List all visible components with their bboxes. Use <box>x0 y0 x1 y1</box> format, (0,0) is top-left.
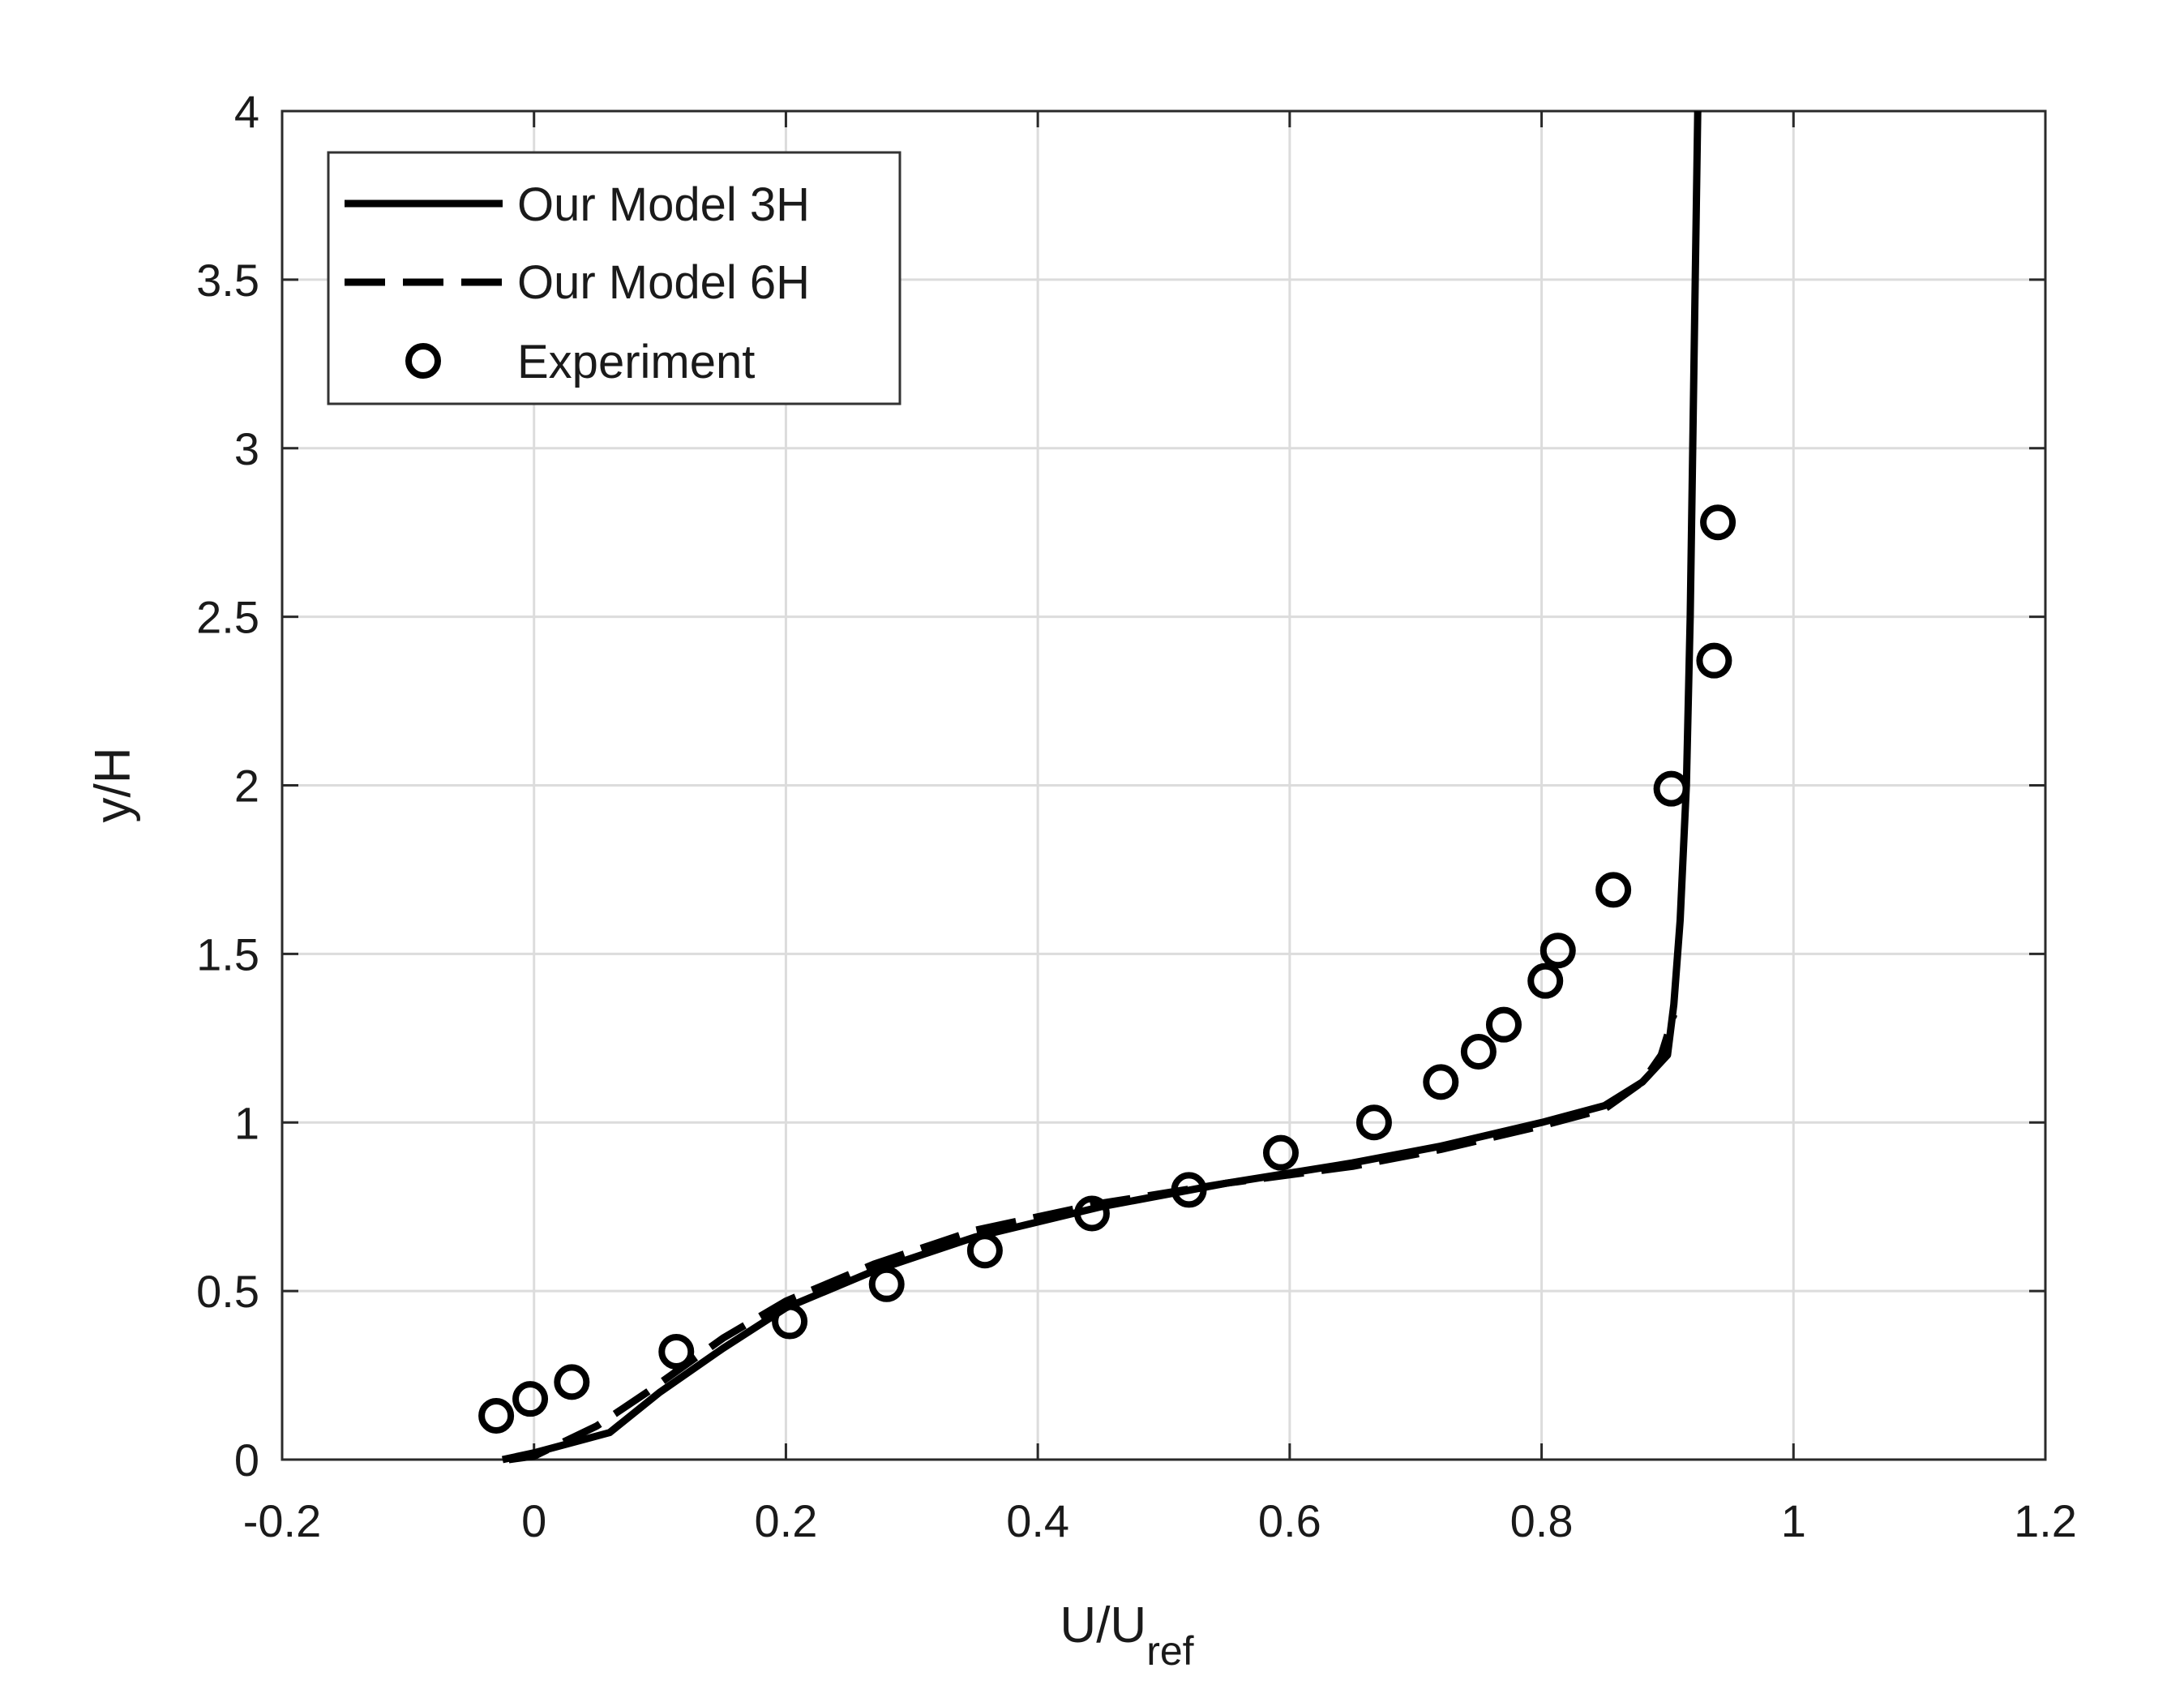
data-point <box>658 1333 695 1370</box>
y-tick-label: 3 <box>234 423 259 474</box>
data-point <box>1527 963 1564 999</box>
x-axis-label-subscript: ref <box>1146 1628 1193 1674</box>
y-tick-label: 1.5 <box>196 928 259 980</box>
x-tick-label: -0.2 <box>243 1495 322 1546</box>
legend: Our Model 3H Our Model 6H Experiment <box>327 151 901 405</box>
ticks: -0.2 0 0.2 0.4 0.6 0.8 1 1.2 0 0.5 1 1.5 2 2.5 3 3.5 4 <box>196 86 2077 1546</box>
x-tick-label: 0.4 <box>1006 1495 1069 1546</box>
data-point <box>1595 872 1632 908</box>
legend-label-model-3h: Our Model 3H <box>517 178 810 231</box>
data-point <box>1700 504 1736 541</box>
data-point <box>1485 1006 1522 1043</box>
data-point <box>868 1266 905 1302</box>
x-tick-label: 1 <box>1781 1495 1806 1546</box>
x-tick-label: 0 <box>521 1495 546 1546</box>
x-axis-label: U/Uref <box>1060 1597 1193 1674</box>
y-tick-label: 2 <box>234 761 259 812</box>
data-point <box>772 1303 808 1340</box>
data-point <box>554 1364 590 1400</box>
y-tick-label: 2.5 <box>196 592 259 643</box>
legend-marker-experiment <box>405 343 441 379</box>
series-experiment <box>478 504 1736 1434</box>
data-point <box>1171 1172 1207 1208</box>
data-point <box>1540 933 1576 969</box>
data-point <box>1460 1033 1497 1070</box>
y-axis-label: y/H <box>85 748 141 823</box>
x-tick-label: 1.2 <box>2014 1495 2077 1546</box>
data-point <box>1262 1134 1299 1171</box>
y-tick-label: 1 <box>234 1097 259 1148</box>
legend-label-experiment: Experiment <box>517 336 755 388</box>
y-tick-label: 0.5 <box>196 1266 259 1317</box>
data-point <box>1653 770 1689 807</box>
data-point <box>1423 1064 1459 1100</box>
x-tick-label: 0.6 <box>1258 1495 1321 1546</box>
x-tick-label: 0.8 <box>1510 1495 1574 1546</box>
y-tick-label: 3.5 <box>196 255 259 306</box>
data-point <box>478 1397 515 1434</box>
legend-label-model-6h: Our Model 6H <box>517 256 810 309</box>
data-point <box>966 1233 1003 1269</box>
series-layer <box>478 110 1736 1464</box>
data-point <box>1696 642 1732 679</box>
legend-box <box>327 151 901 405</box>
data-point <box>1073 1195 1110 1232</box>
x-tick-label: 0.2 <box>754 1495 817 1546</box>
y-tick-label: 4 <box>234 86 259 137</box>
data-point <box>512 1381 549 1417</box>
data-point <box>1355 1104 1392 1141</box>
x-axis-label-main: U/U <box>1060 1597 1146 1653</box>
y-tick-label: 0 <box>234 1434 259 1486</box>
